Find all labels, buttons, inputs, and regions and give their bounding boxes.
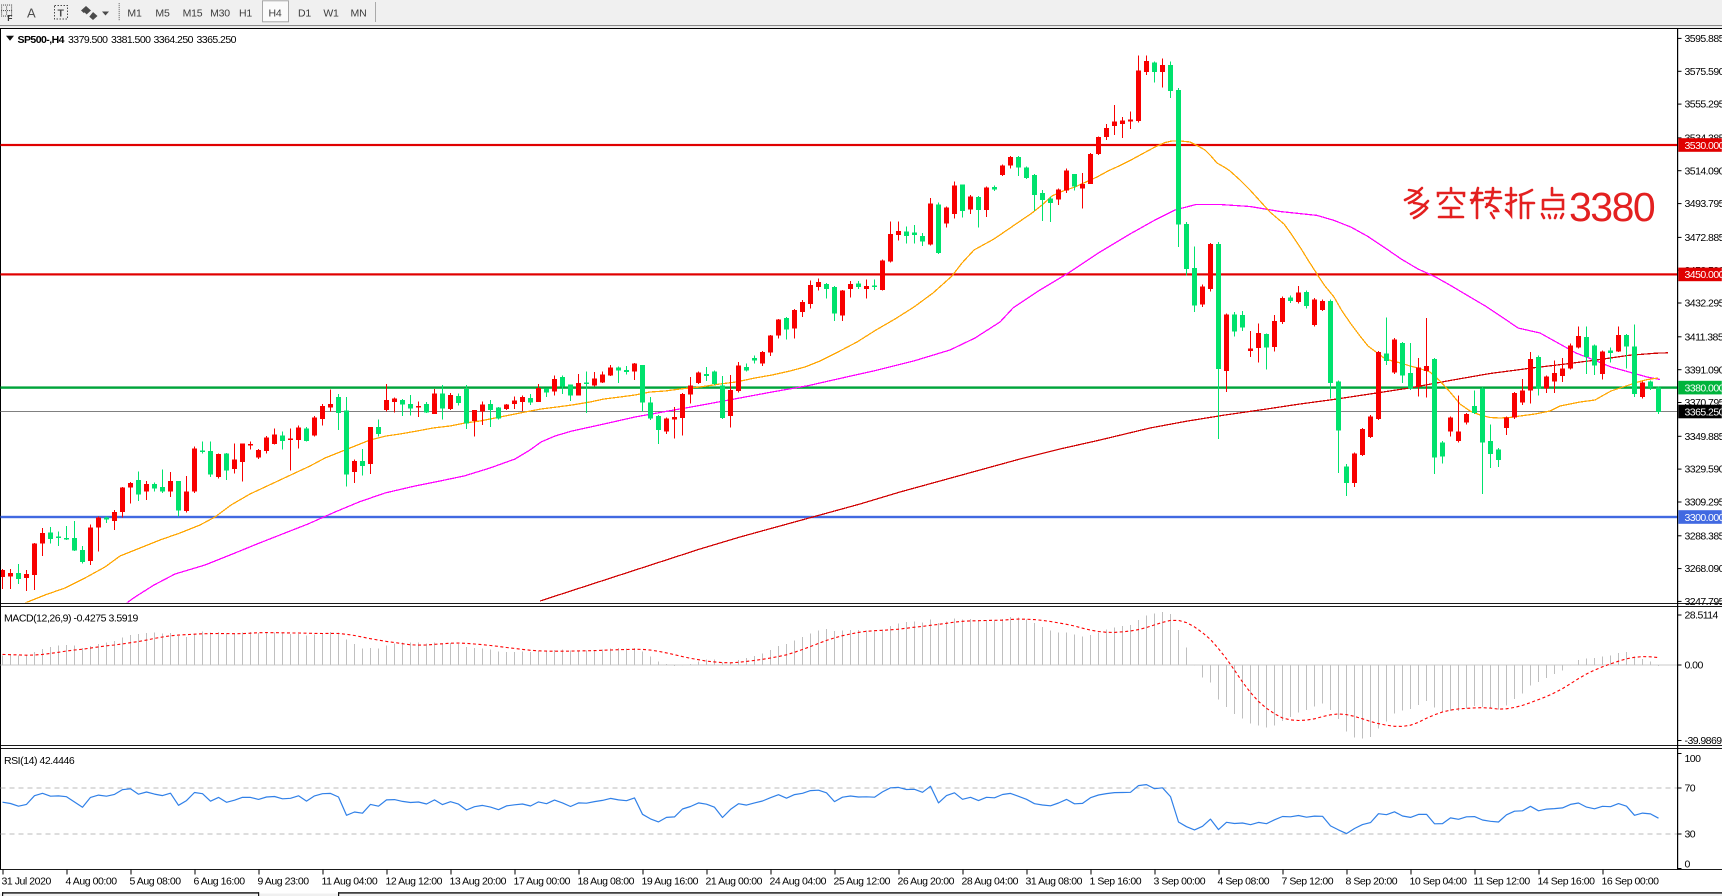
svg-text:3530.000: 3530.000 [1685, 140, 1722, 152]
svg-text:D1: D1 [298, 8, 311, 20]
svg-text:H4: H4 [268, 8, 281, 20]
svg-text:RSI(14) 42.4446: RSI(14) 42.4446 [4, 755, 75, 767]
svg-text:17 Aug 00:00: 17 Aug 00:00 [514, 876, 571, 888]
svg-text:SP500-,H4: SP500-,H4 [18, 34, 65, 46]
svg-text:4 Sep 08:00: 4 Sep 08:00 [1218, 876, 1270, 888]
svg-text:19 Aug 16:00: 19 Aug 16:00 [642, 876, 699, 888]
svg-text:A: A [27, 6, 36, 21]
svg-text:28.5114: 28.5114 [1685, 610, 1719, 622]
svg-text:3432.295: 3432.295 [1685, 298, 1722, 310]
svg-text:MN: MN [351, 8, 367, 20]
svg-text:3300.000: 3300.000 [1685, 512, 1722, 524]
svg-text:MACD(12,26,9) -0.4275 3.5919: MACD(12,26,9) -0.4275 3.5919 [4, 613, 139, 625]
svg-text:-39.9869: -39.9869 [1685, 735, 1722, 747]
svg-text:0.00: 0.00 [1685, 660, 1704, 672]
svg-text:T: T [58, 8, 65, 20]
svg-text:11 Aug 04:00: 11 Aug 04:00 [322, 876, 378, 888]
svg-text:12 Aug 12:00: 12 Aug 12:00 [386, 876, 443, 888]
svg-text:10 Sep 04:00: 10 Sep 04:00 [1410, 876, 1468, 888]
svg-text:8 Sep 20:00: 8 Sep 20:00 [1346, 876, 1398, 888]
svg-text:3 Sep 00:00: 3 Sep 00:00 [1154, 876, 1206, 888]
svg-text:3381.500: 3381.500 [111, 34, 151, 46]
svg-text:3555.295: 3555.295 [1685, 99, 1722, 111]
svg-text:5 Aug 08:00: 5 Aug 08:00 [130, 876, 182, 888]
svg-text:3365.250: 3365.250 [197, 34, 237, 46]
svg-text:3364.250: 3364.250 [154, 34, 194, 46]
svg-text:3288.385: 3288.385 [1685, 530, 1722, 542]
svg-text:3411.385: 3411.385 [1685, 331, 1722, 343]
svg-text:3247.795: 3247.795 [1685, 596, 1722, 608]
svg-text:24 Aug 04:00: 24 Aug 04:00 [770, 876, 827, 888]
svg-text:3380.000: 3380.000 [1685, 382, 1722, 394]
svg-text:3309.295: 3309.295 [1685, 497, 1722, 509]
svg-text:70: 70 [1685, 783, 1696, 795]
svg-text:13 Aug 20:00: 13 Aug 20:00 [450, 876, 507, 888]
svg-text:31 Aug 08:00: 31 Aug 08:00 [1026, 876, 1083, 888]
svg-text:3493.795: 3493.795 [1685, 198, 1722, 210]
svg-text:1 Sep 16:00: 1 Sep 16:00 [1090, 876, 1142, 888]
svg-text:3575.590: 3575.590 [1685, 66, 1722, 78]
svg-text:M15: M15 [183, 8, 203, 20]
svg-text:25 Aug 12:00: 25 Aug 12:00 [834, 876, 891, 888]
svg-text:100: 100 [1685, 753, 1702, 765]
svg-text:3391.090: 3391.090 [1685, 364, 1722, 376]
svg-text:3595.885: 3595.885 [1685, 33, 1722, 45]
svg-text:28 Aug 04:00: 28 Aug 04:00 [962, 876, 1019, 888]
svg-text:3450.000: 3450.000 [1685, 269, 1722, 281]
svg-text:14 Sep 16:00: 14 Sep 16:00 [1538, 876, 1596, 888]
svg-text:30: 30 [1685, 829, 1696, 841]
svg-text:M1: M1 [127, 8, 142, 20]
svg-text:3329.590: 3329.590 [1685, 464, 1722, 476]
svg-text:3268.090: 3268.090 [1685, 563, 1722, 575]
svg-text:H1: H1 [239, 8, 252, 20]
svg-text:6 Aug 16:00: 6 Aug 16:00 [194, 876, 246, 888]
svg-text:M30: M30 [210, 8, 230, 20]
svg-text:4 Aug 00:00: 4 Aug 00:00 [66, 876, 118, 888]
svg-text:W1: W1 [323, 8, 339, 20]
svg-text:7 Sep 12:00: 7 Sep 12:00 [1282, 876, 1334, 888]
svg-text:3349.885: 3349.885 [1685, 431, 1722, 443]
svg-text:0: 0 [1685, 859, 1691, 871]
svg-text:M5: M5 [155, 8, 170, 20]
svg-text:3472.885: 3472.885 [1685, 232, 1722, 244]
svg-text:11 Sep 12:00: 11 Sep 12:00 [1474, 876, 1531, 888]
svg-text:21 Aug 00:00: 21 Aug 00:00 [706, 876, 763, 888]
svg-text:3365.250: 3365.250 [1685, 406, 1722, 418]
svg-text:F: F [7, 13, 12, 23]
svg-text:3514.090: 3514.090 [1685, 165, 1722, 177]
svg-text:16 Sep 00:00: 16 Sep 00:00 [1602, 876, 1660, 888]
svg-text:9 Aug 23:00: 9 Aug 23:00 [258, 876, 310, 888]
svg-text:18 Aug 08:00: 18 Aug 08:00 [578, 876, 635, 888]
svg-text:31 Jul 2020: 31 Jul 2020 [2, 876, 52, 888]
svg-text:26 Aug 20:00: 26 Aug 20:00 [898, 876, 955, 888]
svg-text:3380: 3380 [1569, 184, 1655, 230]
svg-text:3379.500: 3379.500 [68, 34, 108, 46]
